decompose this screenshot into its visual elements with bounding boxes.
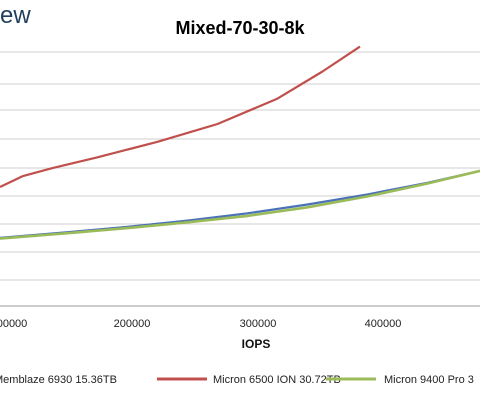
chart-title: Mixed-70-30-8k	[175, 18, 305, 38]
x-tick-labels: 00000 200000 300000 400000	[0, 318, 401, 330]
series-line-3	[0, 169, 480, 240]
logo-fragment: ew	[0, 2, 31, 29]
x-tick-label: 00000	[0, 318, 27, 330]
x-tick-label: 200000	[114, 318, 151, 330]
legend-label: Micron 6500 ION 30.72TB	[213, 374, 341, 386]
x-tick-label: 400000	[365, 318, 402, 330]
series-line-1	[0, 169, 480, 239]
series-line-2	[0, 45, 361, 188]
legend: Memblaze 6930 15.36TB Micron 6500 ION 30.…	[0, 374, 474, 386]
x-tick-label: 300000	[240, 318, 277, 330]
legend-label: Micron 9400 Pro 3	[384, 374, 474, 386]
series-lines	[0, 45, 480, 240]
x-axis-title: IOPS	[242, 337, 271, 351]
grid-lines	[0, 51, 480, 307]
legend-label: Memblaze 6930 15.36TB	[0, 374, 117, 386]
